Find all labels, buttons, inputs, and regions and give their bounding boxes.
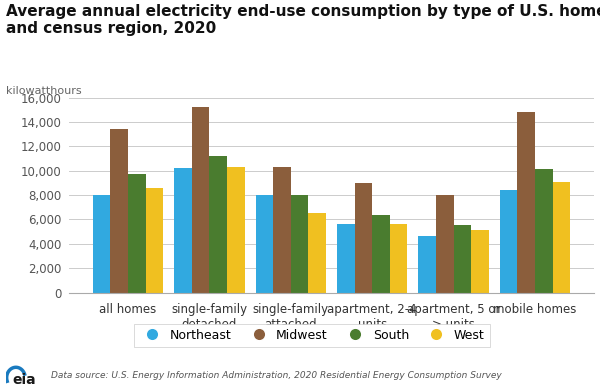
Bar xyxy=(256,195,273,292)
Bar xyxy=(535,169,553,292)
Legend: Northeast, Midwest, South, West: Northeast, Midwest, South, West xyxy=(134,324,490,347)
Bar xyxy=(500,190,517,292)
Bar xyxy=(418,236,436,292)
Bar xyxy=(192,107,209,292)
Bar xyxy=(337,224,355,292)
Text: Data source: U.S. Energy Information Administration, 2020 Residential Energy Con: Data source: U.S. Energy Information Adm… xyxy=(51,371,502,380)
Bar xyxy=(372,215,390,292)
Bar xyxy=(436,195,454,292)
Bar xyxy=(355,183,372,292)
Bar xyxy=(291,195,308,292)
Bar xyxy=(209,156,227,292)
Bar xyxy=(174,168,192,292)
Text: Average annual electricity end-use consumption by type of U.S. home
and census r: Average annual electricity end-use consu… xyxy=(6,4,600,36)
Bar xyxy=(93,195,110,292)
Text: eia: eia xyxy=(12,373,35,387)
Bar xyxy=(227,167,245,292)
Bar xyxy=(553,182,570,292)
Bar xyxy=(308,213,326,292)
Bar xyxy=(273,167,291,292)
Bar xyxy=(517,112,535,292)
Text: kilowatthours: kilowatthours xyxy=(6,85,82,96)
Bar xyxy=(146,188,163,292)
Bar xyxy=(471,230,489,292)
Bar xyxy=(454,225,471,292)
Bar xyxy=(390,224,407,292)
Bar xyxy=(128,174,146,292)
Bar xyxy=(110,129,128,292)
